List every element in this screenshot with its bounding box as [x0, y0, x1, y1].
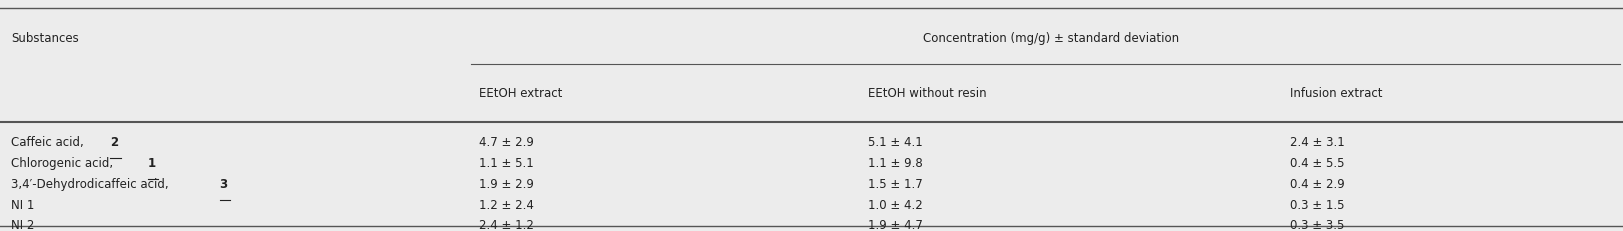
Text: 1.1 ± 9.8: 1.1 ± 9.8 [868, 156, 923, 169]
Text: 1.1 ± 5.1: 1.1 ± 5.1 [479, 156, 534, 169]
Text: 0.3 ± 1.5: 0.3 ± 1.5 [1290, 198, 1345, 211]
Text: NI 2: NI 2 [11, 218, 34, 231]
Text: 3: 3 [219, 177, 227, 190]
Text: 1.5 ± 1.7: 1.5 ± 1.7 [868, 177, 923, 190]
Text: 0.4 ± 5.5: 0.4 ± 5.5 [1290, 156, 1345, 169]
Text: 1.0 ± 4.2: 1.0 ± 4.2 [868, 198, 923, 211]
Text: Caffeic acid,: Caffeic acid, [11, 136, 88, 149]
Text: NI 1: NI 1 [11, 198, 34, 211]
Text: 2.4 ± 1.2: 2.4 ± 1.2 [479, 218, 534, 231]
Text: 0.3 ± 3.5: 0.3 ± 3.5 [1290, 218, 1345, 231]
Text: Chlorogenic acid,: Chlorogenic acid, [11, 156, 117, 169]
Text: 5.1 ± 4.1: 5.1 ± 4.1 [868, 136, 923, 149]
Text: 2.4 ± 3.1: 2.4 ± 3.1 [1290, 136, 1345, 149]
Text: 0.4 ± 2.9: 0.4 ± 2.9 [1290, 177, 1345, 190]
Text: 1: 1 [148, 156, 156, 169]
Text: 1.9 ± 2.9: 1.9 ± 2.9 [479, 177, 534, 190]
Text: 1.2 ± 2.4: 1.2 ± 2.4 [479, 198, 534, 211]
Text: Concentration (mg/g) ± standard deviation: Concentration (mg/g) ± standard deviatio… [923, 32, 1178, 45]
Text: 2: 2 [110, 136, 118, 149]
Text: Substances: Substances [11, 32, 80, 45]
Text: 4.7 ± 2.9: 4.7 ± 2.9 [479, 136, 534, 149]
Text: EEtOH extract: EEtOH extract [479, 87, 562, 100]
Text: 3,4′-Dehydrodicaffeic acid,: 3,4′-Dehydrodicaffeic acid, [11, 177, 172, 190]
Text: Infusion extract: Infusion extract [1290, 87, 1383, 100]
Text: EEtOH without resin: EEtOH without resin [868, 87, 987, 100]
Text: 1.9 ± 4.7: 1.9 ± 4.7 [868, 218, 923, 231]
